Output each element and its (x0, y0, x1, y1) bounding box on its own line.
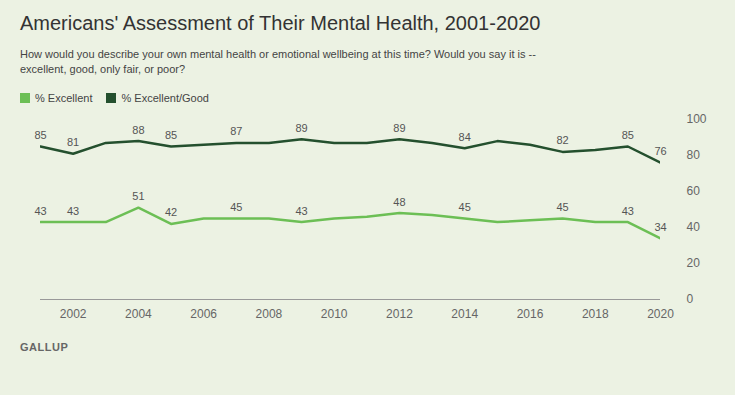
svg-text:48: 48 (393, 196, 405, 208)
svg-text:43: 43 (34, 205, 46, 217)
svg-text:85: 85 (622, 129, 634, 141)
svg-text:34: 34 (654, 221, 666, 233)
svg-text:51: 51 (132, 190, 144, 202)
svg-text:43: 43 (67, 205, 79, 217)
svg-text:89: 89 (393, 122, 405, 134)
svg-text:2004: 2004 (125, 307, 152, 321)
svg-text:43: 43 (295, 205, 307, 217)
svg-text:2002: 2002 (60, 307, 87, 321)
svg-text:20: 20 (687, 256, 701, 270)
svg-text:85: 85 (34, 129, 46, 141)
svg-text:85: 85 (165, 129, 177, 141)
svg-text:2006: 2006 (190, 307, 217, 321)
svg-text:88: 88 (132, 124, 144, 136)
svg-text:87: 87 (230, 125, 242, 137)
svg-text:45: 45 (556, 201, 568, 213)
svg-text:2018: 2018 (582, 307, 609, 321)
html-text:Americans' Assessment of Their: Americans' Assessment of Their Mental He… (20, 12, 541, 34)
svg-text:45: 45 (459, 201, 471, 213)
svg-text:89: 89 (295, 122, 307, 134)
svg-text:40: 40 (687, 220, 701, 234)
html-text:How would you describe your ow: How would you describe your own mental h… (20, 48, 536, 75)
html-text:% Excellent/Good: % Excellent/Good (121, 92, 209, 104)
svg-text:43: 43 (622, 205, 634, 217)
svg-text:2010: 2010 (321, 307, 348, 321)
svg-text:84: 84 (459, 131, 471, 143)
html-text:% Excellent: % Excellent (35, 92, 93, 104)
svg-text:80: 80 (687, 148, 701, 162)
svg-text:42: 42 (165, 206, 177, 218)
svg-text:76: 76 (654, 145, 666, 157)
svg-text:0: 0 (687, 292, 694, 306)
svg-text:45: 45 (230, 201, 242, 213)
svg-text:2008: 2008 (256, 307, 283, 321)
svg-text:100: 100 (687, 112, 707, 126)
svg-text:2012: 2012 (386, 307, 413, 321)
svg-text:2014: 2014 (451, 307, 478, 321)
svg-text:82: 82 (556, 134, 568, 146)
svg-text:81: 81 (67, 136, 79, 148)
html-text:GALLUP: GALLUP (20, 341, 69, 353)
svg-text:2020: 2020 (647, 307, 674, 321)
svg-text:60: 60 (687, 184, 701, 198)
svg-text:2016: 2016 (517, 307, 544, 321)
